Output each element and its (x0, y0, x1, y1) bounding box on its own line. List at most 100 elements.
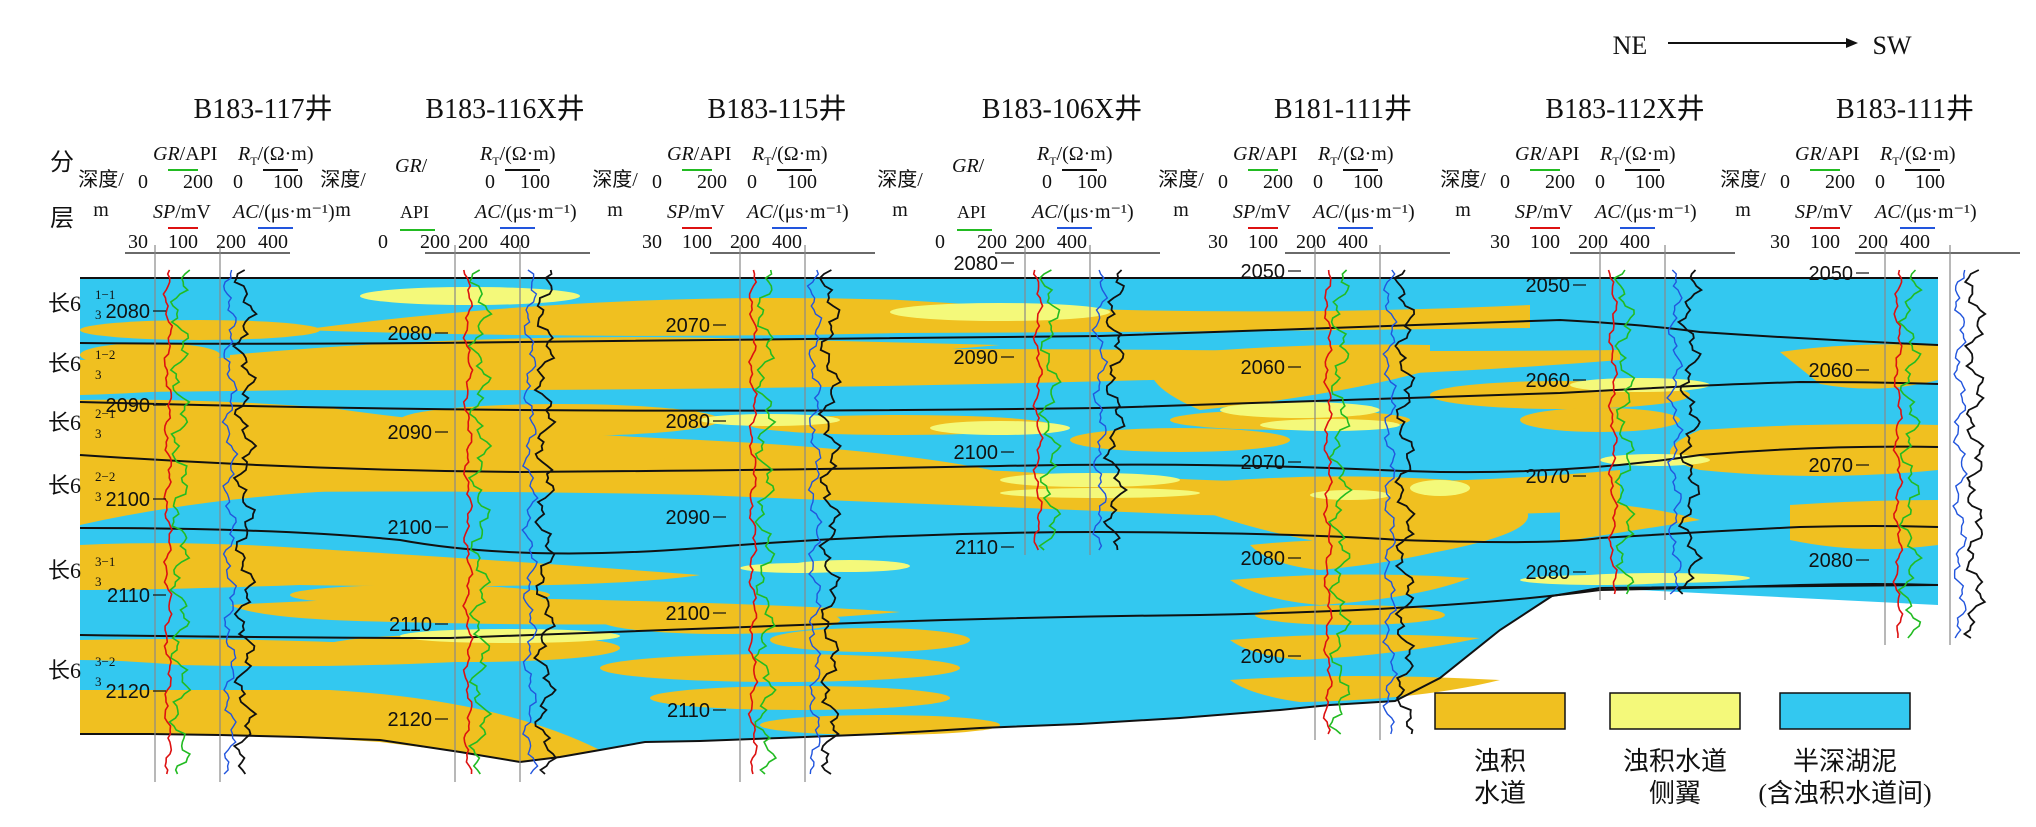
depth-unit: m (1173, 199, 1189, 221)
legend-swatch (1609, 692, 1741, 730)
ac-label: AC/(μs·m⁻¹) (231, 201, 335, 223)
well-name: B181-111井 (1274, 93, 1412, 125)
rt-max: 100 (1353, 171, 1383, 193)
layer-label-2: 长6 3 1−2 (48, 347, 115, 382)
depth-tick-label: 2100 (954, 442, 999, 464)
log-tracks (1599, 245, 1666, 600)
gr-label: GR/ (395, 155, 428, 177)
layer-sub: 3 (95, 307, 102, 322)
rt-curve (1676, 269, 1704, 595)
gr-curve (168, 269, 192, 775)
depth-label: 深度/ (78, 168, 124, 191)
rt-curve (1102, 269, 1128, 551)
sp-min: 30 (1490, 231, 1510, 253)
rt-curve (231, 269, 258, 775)
depth-tick-label: 2100 (388, 517, 433, 539)
depth-tick-label: 2070 (1241, 452, 1286, 474)
rt-min: 0 (1042, 171, 1052, 193)
sp-max: 100 (1248, 231, 1278, 253)
direction-to: SW (1873, 31, 1912, 60)
ac-max: 400 (772, 231, 802, 253)
depth-tick-label: 2100 (106, 489, 151, 511)
ac-max: 400 (1057, 231, 1087, 253)
sp-curve (1322, 269, 1333, 735)
sp-min: 30 (1208, 231, 1228, 253)
depth-tick-label: 2050 (1809, 263, 1854, 285)
legend-label-line2: 侧翼 (1649, 779, 1701, 808)
column-header-line2: 层 (50, 206, 74, 232)
ac-label: AC/(μs·m⁻¹) (473, 201, 577, 223)
layer-name: 长6 (48, 410, 81, 435)
well-name: B183-116X井 (425, 93, 584, 125)
layer-sub: 3 (95, 489, 102, 504)
gr-curve (1037, 269, 1062, 551)
well-curve-header: 深度/m GR/API RT/(Ω·m) 0 200 0 100 SP/mV AC/(μs·m⁻… (1158, 143, 1415, 253)
layer-sup: 3−2 (95, 654, 115, 669)
ac-max: 400 (1900, 231, 1930, 253)
ac-curve (221, 269, 239, 775)
gr-min: 0 (1218, 171, 1228, 193)
depth-tick-label: 2080 (1241, 548, 1286, 570)
depth-tick-label: 2060 (1526, 370, 1571, 392)
rt-min: 0 (1595, 171, 1605, 193)
well-curve-header: 深度/m GR/API RT/(Ω·m) 0 200 0 100 SP/mV AC/(μs·m⁻… (592, 143, 849, 253)
sp-max: 100 (682, 231, 712, 253)
gr-unit: API (400, 202, 429, 222)
legend-swatch (1779, 692, 1911, 730)
depth-label: 深度/ (1158, 168, 1204, 191)
log-curves (747, 269, 842, 775)
well-name: B183-117井 (194, 93, 333, 125)
direction-from: NE (1613, 31, 1648, 60)
depth-tick-label: 2110 (107, 585, 150, 607)
legend-label-line2: 水道 (1474, 779, 1526, 808)
depth-tick-label: 2050 (1526, 275, 1571, 297)
rt-max: 100 (1915, 171, 1945, 193)
rt-label: RT/(Ω·m) (479, 143, 556, 168)
depth-tick-label: 2080 (388, 323, 433, 345)
depth-ticks: 2070 2080 2090 2100 2110 (666, 315, 726, 722)
depth-label: 深度/ (1720, 168, 1766, 191)
depth-tick-label: 2060 (1241, 357, 1286, 379)
gr-max: 200 (1825, 171, 1855, 193)
layer-sub: 3 (95, 674, 102, 689)
rt-label: RT/(Ω·m) (1599, 143, 1676, 168)
depth-tick-label: 2050 (1241, 261, 1286, 283)
log-tracks (739, 245, 806, 782)
layer-label-4: 长6 3 2−2 (48, 469, 115, 504)
layer-label-3: 长6 3 2−1 (48, 406, 115, 441)
sp-max: 100 (1810, 231, 1840, 253)
sp-label: SP/mV (1515, 201, 1573, 223)
sp-label: SP/mV (1795, 201, 1853, 223)
gr-max: 200 (1263, 171, 1293, 193)
gr-label: GR/API (1795, 143, 1859, 165)
facies-body (80, 278, 1938, 762)
ac-label: AC/(μs·m⁻¹) (1593, 201, 1697, 223)
depth-tick-label: 2090 (388, 422, 433, 444)
gr-min: 0 (138, 171, 148, 193)
ac-min: 200 (730, 231, 760, 253)
column-header-line1: 分 (50, 149, 74, 176)
log-tracks (454, 245, 521, 782)
layer-sub: 3 (95, 426, 102, 441)
depth-tick-label: 2080 (1526, 562, 1571, 584)
ac-max: 400 (500, 231, 530, 253)
well-curve-header: 深度/m GR/API RT/(Ω·m) 0 200 0 100 SP/mV AC/(μs·m⁻… (78, 143, 335, 253)
ac-label: AC/(μs·m⁻¹) (1873, 201, 1977, 223)
gr-max: 200 (697, 171, 727, 193)
strata-column-header: 分 层 (50, 149, 74, 232)
depth-tick-label: 2110 (955, 537, 998, 559)
legend-swatch (1434, 692, 1566, 730)
depth-ticks: 2080 2090 2100 2110 (954, 253, 1014, 559)
gr-max: 200 (977, 231, 1007, 253)
layer-name: 长6 (48, 558, 81, 583)
sp-label: SP/mV (667, 201, 725, 223)
layer-sup: 3−1 (95, 554, 115, 569)
rt-max: 100 (273, 171, 303, 193)
gr-max: 200 (420, 231, 450, 253)
rt-max: 100 (787, 171, 817, 193)
